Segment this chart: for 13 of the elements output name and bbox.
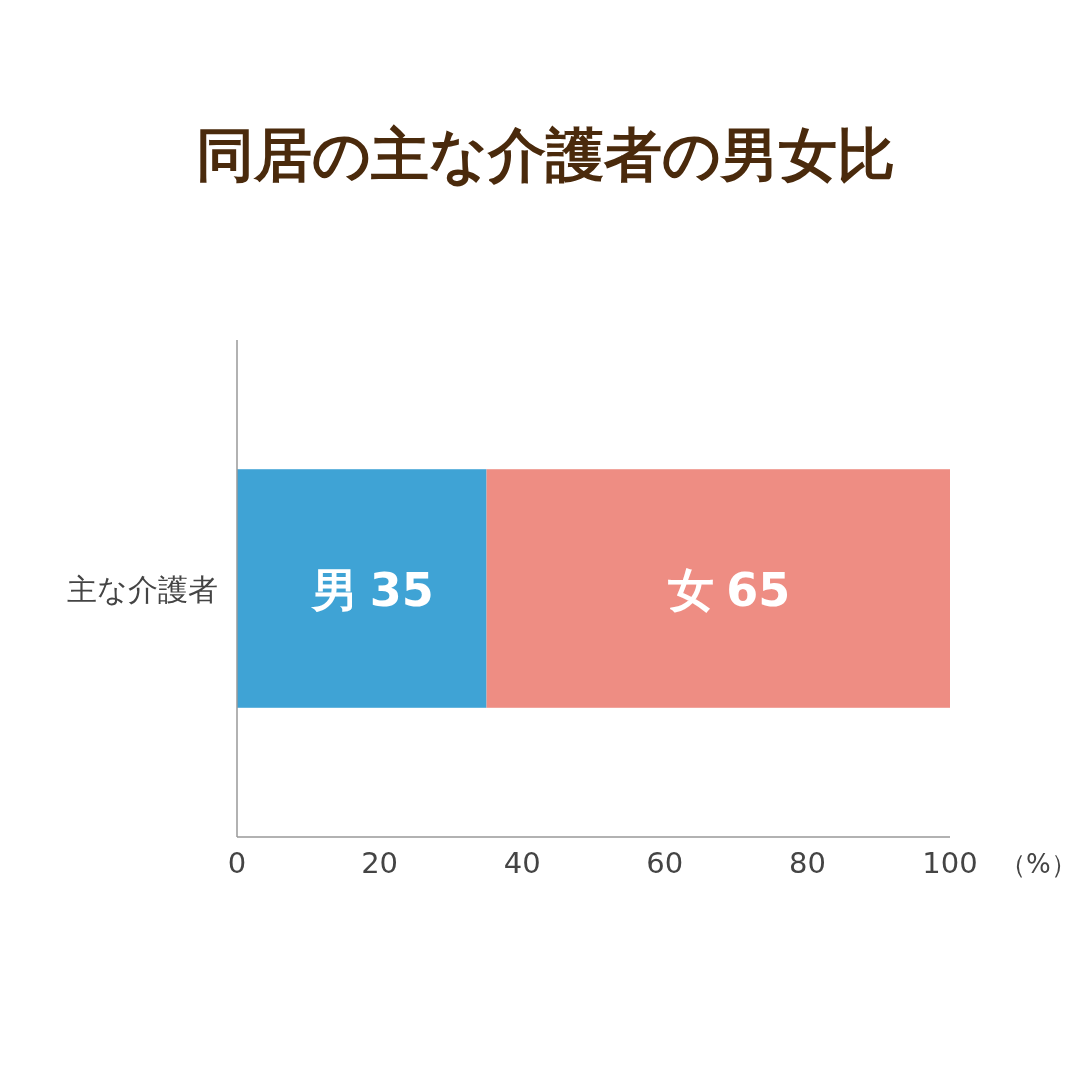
x-tick-label: 20	[361, 846, 399, 880]
data-label: 65	[726, 562, 791, 617]
series-label: 女	[668, 562, 715, 617]
x-tick-label: 80	[788, 846, 826, 880]
x-axis-title: （%）	[1000, 849, 1077, 879]
y-tick-label: 主な介護者	[67, 571, 218, 607]
data-label: 35	[369, 562, 434, 617]
series-label: 男	[309, 562, 358, 617]
x-tick-label: 60	[646, 846, 684, 880]
x-tick-label: 40	[503, 846, 541, 880]
chart-title: 同居の主な介護者の男女比	[195, 121, 895, 189]
x-tick-label: 0	[227, 846, 247, 880]
x-tick-label: 100	[922, 846, 978, 880]
